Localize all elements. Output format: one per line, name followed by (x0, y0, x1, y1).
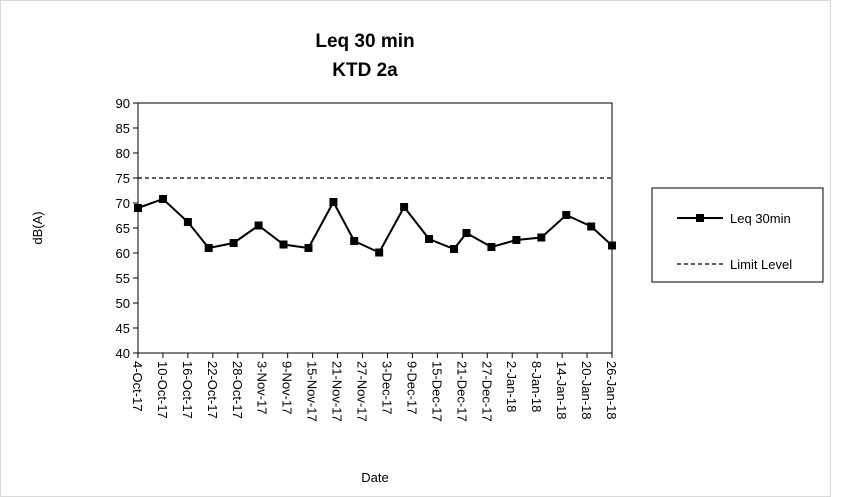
x-tick-label: 9-Dec-17 (404, 361, 419, 414)
marker (562, 211, 571, 219)
y-tick-label: 65 (116, 221, 130, 236)
y-tick-label: 50 (116, 296, 130, 311)
marker (279, 240, 288, 249)
marker (304, 244, 313, 252)
legend-box (651, 187, 824, 283)
marker (462, 229, 471, 237)
y-tick-label: 60 (116, 246, 130, 261)
x-tick-label: 22-Oct-17 (205, 361, 220, 419)
legend-marker (696, 214, 704, 222)
marker (329, 198, 338, 206)
marker (425, 235, 434, 243)
y-tick-label: 45 (116, 321, 130, 336)
x-tick-label: 15-Nov-17 (305, 361, 320, 422)
marker (537, 233, 546, 242)
x-tick-label: 3-Nov-17 (255, 361, 270, 414)
x-tick-label: 2-Jan-18 (504, 361, 519, 412)
marker (487, 243, 496, 251)
marker (350, 237, 359, 245)
marker (158, 195, 167, 203)
marker (608, 241, 616, 250)
chart-subtitle: KTD 2a (332, 60, 398, 81)
x-tick-label: 21-Nov-17 (330, 361, 345, 422)
marker (204, 244, 213, 252)
y-tick-label: 75 (116, 171, 130, 186)
x-tick-label: 14-Jan-18 (554, 361, 569, 420)
x-tick-label: 16-Oct-17 (180, 361, 195, 419)
x-tick-label: 26-Jan-18 (604, 361, 619, 420)
marker (254, 221, 263, 230)
marker (450, 245, 458, 253)
x-tick-label: 3-Dec-17 (379, 361, 394, 414)
chart-title: Leq 30 min (315, 31, 414, 52)
x-tick-label: 4-Oct-17 (130, 361, 145, 412)
x-tick-label: 20-Jan-18 (579, 361, 594, 420)
x-tick-label: 15-Dec-17 (429, 361, 444, 422)
marker (229, 239, 238, 247)
y-tick-label: 85 (116, 121, 130, 136)
marker (375, 248, 384, 257)
marker (587, 222, 596, 231)
marker (134, 204, 142, 212)
x-tick-label: 8-Jan-18 (529, 361, 544, 412)
marker (512, 236, 521, 244)
legend-label: Leq 30min (730, 211, 791, 226)
x-axis-label: Date (361, 470, 388, 485)
legend-label: Limit Level (730, 257, 792, 272)
y-tick-label: 90 (116, 96, 130, 111)
y-tick-label: 55 (116, 271, 130, 286)
x-tick-label: 28-Oct-17 (230, 361, 245, 419)
marker (400, 203, 409, 211)
x-tick-label: 27-Dec-17 (479, 361, 494, 422)
y-tick-label: 70 (116, 196, 130, 211)
y-tick-label: 40 (116, 346, 130, 361)
y-tick-label: 80 (116, 146, 130, 161)
x-tick-label: 10-Oct-17 (155, 361, 170, 419)
x-tick-label: 27-Nov-17 (355, 361, 370, 422)
x-tick-label: 21-Dec-17 (454, 361, 469, 422)
x-tick-label: 9-Nov-17 (280, 361, 295, 414)
marker (183, 218, 192, 226)
y-axis-label: dB(A) (30, 211, 45, 244)
